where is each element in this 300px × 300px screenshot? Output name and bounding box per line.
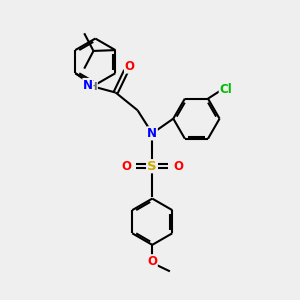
Text: Cl: Cl bbox=[219, 83, 232, 96]
Text: O: O bbox=[121, 160, 131, 173]
Text: H: H bbox=[88, 82, 97, 92]
Text: O: O bbox=[124, 60, 134, 73]
Text: S: S bbox=[147, 160, 157, 173]
Text: O: O bbox=[147, 255, 157, 268]
Text: N: N bbox=[83, 79, 93, 92]
Text: O: O bbox=[173, 160, 183, 173]
Text: N: N bbox=[147, 127, 157, 140]
